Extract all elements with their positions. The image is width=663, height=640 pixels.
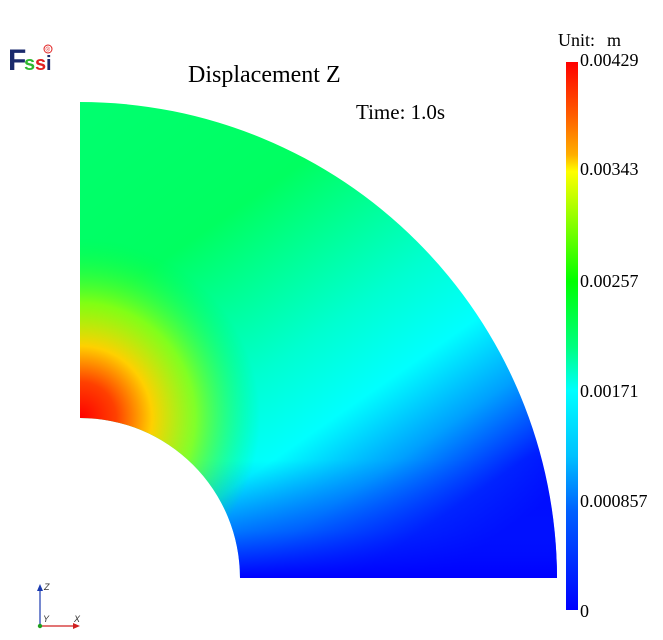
orientation-triad[interactable]: Z Y X xyxy=(30,580,90,632)
logo-registered-mark: ® xyxy=(46,47,51,54)
legend-tick-min: 0 xyxy=(580,601,589,621)
time-label: Time: 1.0s xyxy=(356,100,446,124)
legend-tick-4: 0.00343 xyxy=(580,159,639,179)
color-legend-bar xyxy=(566,62,578,610)
logo-letter-f: F xyxy=(8,44,26,76)
legend-unit-label: Unit: xyxy=(558,30,596,50)
axis-label-x: X xyxy=(73,614,81,624)
legend-tick-3: 0.00257 xyxy=(580,271,639,291)
fssi-logo: F s s i ® xyxy=(8,40,58,77)
legend-tick-max: 0.00429 xyxy=(580,50,639,70)
logo-letter-i: i xyxy=(46,53,52,75)
plot-title: Displacement Z xyxy=(188,62,341,88)
legend-tick-1: 0.000857 xyxy=(580,491,648,511)
logo-letter-s1: s xyxy=(24,53,35,75)
legend-tick-2: 0.00171 xyxy=(580,381,639,401)
legend-unit: Unit: m xyxy=(558,30,621,51)
fssi-logo-mark: F s s i ® xyxy=(8,44,53,77)
legend-unit-value: m xyxy=(607,30,622,50)
axis-label-y: Y xyxy=(43,614,50,624)
axis-label-z: Z xyxy=(43,582,50,592)
logo-letter-s2: s xyxy=(35,53,46,75)
